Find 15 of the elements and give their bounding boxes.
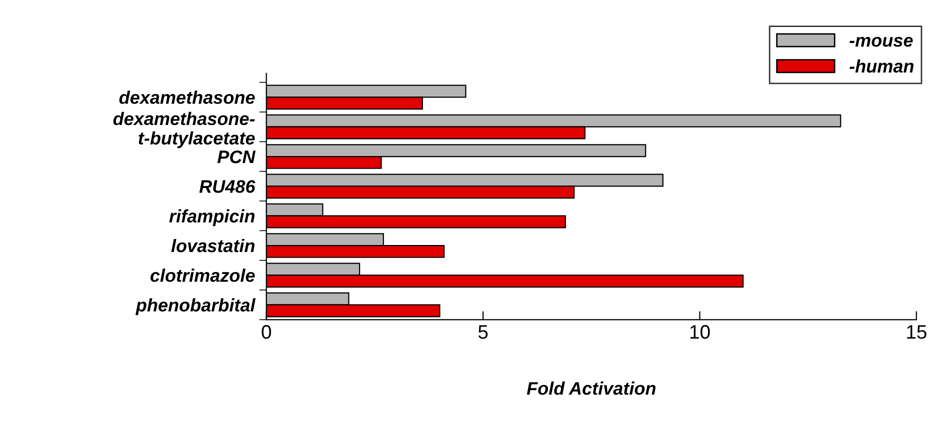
x-tick-label: 5 — [478, 325, 488, 339]
y-tick-label: dexamethasone- t-butylacetate — [113, 112, 255, 148]
x-tick-label: 10 — [690, 325, 710, 339]
y-tick-label: lovastatin — [171, 238, 255, 252]
legend-label: -mouse — [850, 36, 913, 47]
y-tick-label: RU486 — [199, 180, 256, 193]
x-tick-label: 15 — [907, 325, 926, 339]
y-tick-label: PCN — [217, 150, 256, 164]
x-tick-label: 0 — [262, 325, 272, 339]
y-tick-label: phenobarbital — [136, 298, 256, 316]
y-tick-label: rifampicin — [169, 209, 255, 226]
y-tick-label: clotrimazole — [150, 268, 255, 282]
y-tick-label: dexamethasone — [119, 90, 255, 104]
legend-label: -human — [850, 59, 914, 73]
x-axis-title: Fold Activation — [526, 382, 656, 395]
